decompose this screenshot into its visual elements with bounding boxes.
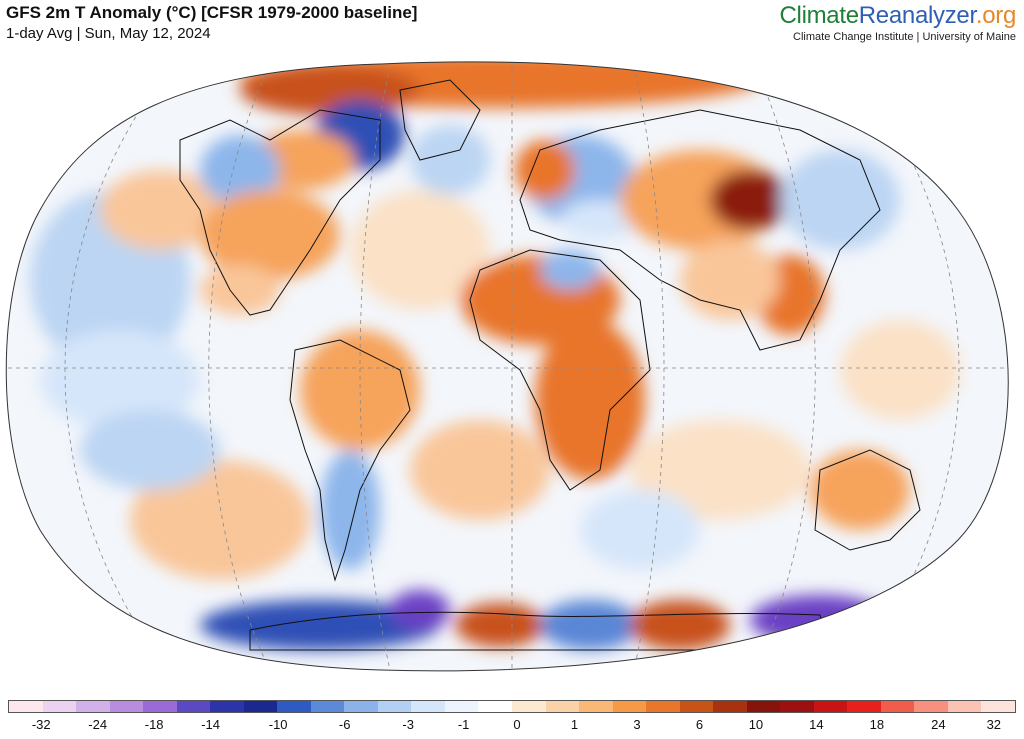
legend-label: -14 [201, 717, 220, 732]
coast-south-america [289, 339, 411, 582]
legend-label: -32 [31, 717, 51, 732]
legend-labels: -32 -24 -18 -14 -10 -6 -3 -1 0 1 3 6 10 14 18 24 32 [8, 717, 1016, 735]
legend-swatch [780, 701, 814, 712]
brand-name-reanalyzer: Reanalyzer [858, 2, 976, 29]
brand-name: ClimateReanalyzer.org [780, 2, 1017, 30]
legend-label: 14 [809, 717, 824, 732]
anomaly-map-svg [5, 61, 1009, 672]
legend-swatch [847, 701, 881, 712]
legend-swatch [310, 701, 345, 712]
legend-swatch [210, 701, 244, 712]
legend-label: 0 [513, 717, 521, 732]
coast-eurasia [519, 109, 881, 351]
legend-swatch [981, 701, 1015, 712]
legend-label: 1 [570, 717, 579, 732]
legend-swatch [679, 701, 714, 712]
legend-swatch [176, 701, 211, 712]
world-map [0, 50, 1024, 690]
brand-name-org: .org [975, 2, 1016, 29]
coast-greenland [399, 79, 481, 161]
legend-swatch [143, 701, 177, 712]
legend-label: -1 [457, 717, 470, 732]
map-title: GFS 2m T Anomaly (°C) [CFSR 1979-2000 ba… [6, 3, 418, 22]
legend-label: -24 [88, 717, 108, 732]
legend-label: -6 [338, 717, 351, 732]
legend-label: 3 [633, 717, 641, 732]
legend-label: -10 [268, 717, 288, 732]
map-field [6, 61, 1009, 671]
globe-outline [5, 61, 1009, 672]
meridian-line [758, 74, 816, 661]
legend-label: 18 [869, 717, 885, 732]
coast-australia [814, 449, 921, 551]
legend-swatch [713, 701, 747, 712]
coast-antarctica [249, 611, 831, 651]
legend-swatch [478, 701, 512, 712]
meridian-line [633, 65, 665, 671]
coast-africa [469, 249, 651, 491]
header: GFS 2m T Anomaly (°C) [CFSR 1979-2000 ba… [0, 0, 1024, 50]
legend-swatch [42, 701, 77, 712]
legend-swatch [9, 701, 43, 712]
legend-swatch [109, 701, 144, 712]
legend-swatch [545, 701, 580, 712]
color-legend: -32 -24 -18 -14 -10 -6 -3 -1 0 1 3 6 10 14 18 24 32 [0, 695, 1024, 739]
legend-label: 32 [986, 717, 1002, 732]
coast-north-america [179, 109, 381, 316]
meridian-line [208, 74, 266, 661]
legend-swatch [344, 701, 378, 712]
legend-swatch [243, 701, 278, 712]
legend-swatch [411, 701, 445, 712]
legend-swatch [277, 701, 311, 712]
legend-label: 10 [748, 717, 764, 732]
meridian-line [64, 109, 141, 631]
legend-swatch [377, 701, 412, 712]
legend-swatch [444, 701, 479, 712]
legend-swatch [880, 701, 915, 712]
brand-tagline: Climate Change Institute | University of… [793, 31, 1016, 43]
legend-swatch [646, 701, 680, 712]
legend-swatch [746, 701, 781, 712]
legend-swatch [947, 701, 982, 712]
brand-logo[interactable]: ClimateReanalyzer.org Climate Change Ins… [780, 2, 1017, 43]
meridian-line [359, 65, 391, 671]
brand-name-climate: Climate [779, 2, 860, 29]
legend-swatch [914, 701, 948, 712]
legend-swatch [76, 701, 110, 712]
legend-swatch [579, 701, 613, 712]
legend-swatch [813, 701, 848, 712]
anomaly-field [30, 61, 960, 650]
coastlines [179, 79, 921, 651]
graticule [6, 64, 1009, 671]
legend-color-bar [8, 700, 1016, 713]
legend-label: 6 [695, 717, 704, 732]
legend-label: 24 [931, 717, 946, 732]
legend-swatch [511, 701, 546, 712]
legend-label: -3 [402, 717, 414, 732]
meridian-line [883, 109, 960, 631]
legend-swatch [612, 701, 647, 712]
legend-label: -18 [144, 717, 164, 732]
map-subtitle: 1-day Avg | Sun, May 12, 2024 [6, 25, 211, 42]
